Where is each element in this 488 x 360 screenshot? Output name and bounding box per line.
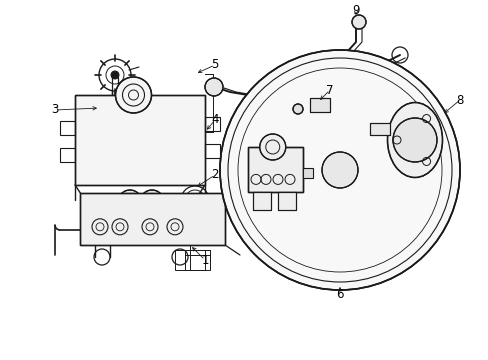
Bar <box>309 98 329 112</box>
Text: 7: 7 <box>325 84 333 96</box>
Bar <box>60 121 75 135</box>
Circle shape <box>118 190 142 214</box>
Bar <box>75 95 204 185</box>
Bar <box>252 192 270 210</box>
Circle shape <box>351 15 365 29</box>
Bar <box>184 255 209 270</box>
Circle shape <box>292 104 303 114</box>
Bar <box>303 168 312 179</box>
Text: 1: 1 <box>201 253 208 266</box>
Bar <box>60 148 75 162</box>
Bar <box>175 250 204 270</box>
Text: 3: 3 <box>51 104 59 117</box>
Bar <box>369 123 389 135</box>
Bar <box>247 147 303 192</box>
Text: 4: 4 <box>211 113 218 126</box>
Circle shape <box>392 118 436 162</box>
Bar <box>204 144 220 158</box>
Circle shape <box>111 71 119 79</box>
Circle shape <box>118 208 138 228</box>
Text: 5: 5 <box>211 58 218 72</box>
Bar <box>278 192 295 210</box>
Text: 8: 8 <box>455 94 463 107</box>
Circle shape <box>140 190 163 214</box>
Bar <box>204 117 220 131</box>
Bar <box>75 95 204 185</box>
Circle shape <box>115 77 151 113</box>
Bar <box>369 123 389 135</box>
Bar <box>252 192 270 210</box>
Text: 9: 9 <box>351 4 359 17</box>
Bar <box>247 147 303 192</box>
Circle shape <box>259 134 285 160</box>
Bar <box>80 193 224 245</box>
Ellipse shape <box>386 103 442 177</box>
Circle shape <box>321 152 357 188</box>
Text: 6: 6 <box>336 288 343 301</box>
Bar <box>309 98 329 112</box>
Circle shape <box>204 78 223 96</box>
Circle shape <box>220 50 459 290</box>
Text: 2: 2 <box>211 168 218 181</box>
Bar <box>80 193 224 245</box>
Bar <box>278 192 295 210</box>
